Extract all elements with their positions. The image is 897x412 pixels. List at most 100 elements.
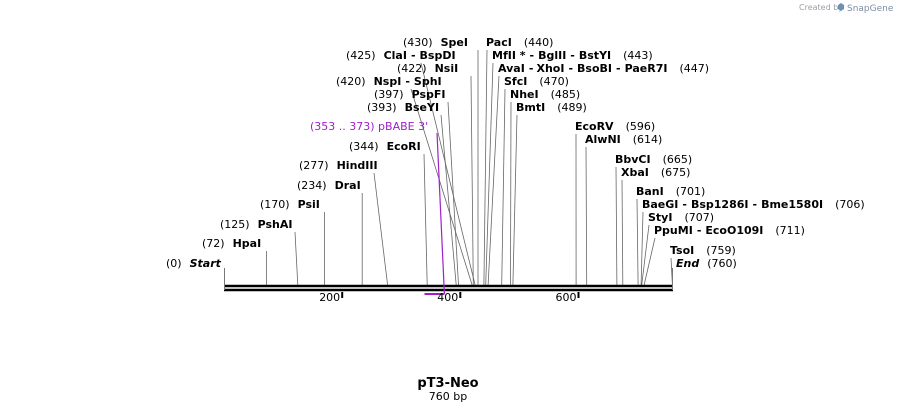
- tick-200: [341, 292, 344, 298]
- site-label-430[interactable]: (430) SpeI: [403, 36, 468, 49]
- site-label-701[interactable]: BanI (701): [636, 185, 705, 198]
- site-label-447[interactable]: AvaI - XhoI - BsoBI - PaeR7I (447): [498, 62, 709, 75]
- site-position: (393): [367, 101, 397, 114]
- end-name: End: [676, 257, 699, 270]
- feature-pbabe3-connector: [436, 132, 445, 295]
- tick-600: [577, 292, 580, 298]
- enzyme-name: NsiI: [435, 62, 459, 75]
- enzyme-name: EcoRV: [575, 120, 614, 133]
- site-label-440[interactable]: PacI (440): [486, 36, 553, 49]
- site-connector-470: [501, 88, 506, 286]
- site-label-125[interactable]: (125) PshAI: [220, 218, 292, 231]
- site-label-706[interactable]: BaeGI - Bsp1286I - Bme1580I (706): [642, 198, 865, 211]
- enzyme-name: DraI: [335, 179, 361, 192]
- site-label-711[interactable]: PpuMI - EcoO109I (711): [654, 224, 805, 237]
- site-connector-711: [643, 237, 656, 286]
- site-connector-701: [636, 198, 639, 286]
- enzyme-name: BseYI: [405, 101, 439, 114]
- enzyme-name: PacI: [486, 36, 512, 49]
- enzyme-name: PaeR7I: [625, 62, 668, 75]
- site-label-72[interactable]: (72) HpaI: [202, 237, 261, 250]
- name-separator: -: [616, 62, 621, 75]
- site-label-707[interactable]: StyI (707): [648, 211, 714, 224]
- name-separator: -: [405, 75, 410, 88]
- created-by-text: Created by: [799, 3, 843, 12]
- site-connector-277: [373, 172, 388, 286]
- site-label-470[interactable]: SfcI (470): [504, 75, 569, 88]
- site-position: (614): [633, 133, 663, 146]
- site-label-665[interactable]: BbvCI (665): [615, 153, 692, 166]
- site-connector-707: [641, 224, 650, 286]
- enzyme-name: AlwNI: [585, 133, 621, 146]
- enzyme-name: Bsp1286I: [691, 198, 749, 211]
- site-connector-440: [483, 49, 488, 286]
- site-label-234[interactable]: (234) DraI: [297, 179, 361, 192]
- site-label-425[interactable]: (425) ClaI - BspDI: [346, 49, 456, 62]
- enzyme-name: HpaI: [233, 237, 262, 250]
- scale-ticks: 200 400 600: [319, 291, 580, 304]
- site-label-489[interactable]: BmtI (489): [516, 101, 587, 114]
- site-position: (665): [663, 153, 693, 166]
- site-position: (422): [397, 62, 427, 75]
- site-position: (711): [775, 224, 805, 237]
- tick-400: [459, 292, 462, 298]
- site-position: (485): [551, 88, 581, 101]
- tick-label-600: 600: [556, 291, 577, 304]
- site-label-759[interactable]: TsoI (759): [670, 244, 736, 257]
- site-label-485[interactable]: NheI (485): [510, 88, 580, 101]
- site-label-675[interactable]: XbaI (675): [621, 166, 690, 179]
- enzyme-name: EcoRI: [387, 140, 421, 153]
- enzyme-name: BsoBI: [577, 62, 612, 75]
- site-position: (675): [661, 166, 691, 179]
- site-position: (72): [202, 237, 225, 250]
- site-label-393[interactable]: (393) BseYI: [367, 101, 439, 114]
- enzyme-name: BmtI: [516, 101, 545, 114]
- site-connector-443: [485, 62, 494, 286]
- site-position: (759): [706, 244, 736, 257]
- enzyme-name: EcoO109I: [705, 224, 763, 237]
- enzyme-name: XbaI: [621, 166, 649, 179]
- site-label-422[interactable]: (422) NsiI: [397, 62, 458, 75]
- site-connector-489: [512, 114, 518, 286]
- enzyme-name: HindIII: [337, 159, 378, 172]
- enzyme-name: StyI: [648, 211, 672, 224]
- feature-pbabe3-label[interactable]: (353 .. 373) pBABE 3': [310, 120, 428, 133]
- enzyme-name: BbvCI: [615, 153, 651, 166]
- site-connector-675: [621, 179, 624, 286]
- site-connector-485: [510, 101, 512, 286]
- site-label-443[interactable]: MfII * - BglII - BstYI (443): [492, 49, 653, 62]
- name-separator: -: [529, 62, 533, 75]
- site-connector-706: [640, 211, 644, 286]
- name-separator: -: [530, 49, 535, 62]
- site-position: (470): [539, 75, 569, 88]
- site-label-397[interactable]: (397) PspFI: [374, 88, 446, 101]
- site-position: (596): [626, 120, 656, 133]
- site-label-170[interactable]: (170) PsiI: [260, 198, 320, 211]
- enzyme-name: Bme1580I: [761, 198, 823, 211]
- start-pos: (0): [166, 257, 182, 270]
- site-label-614[interactable]: AlwNI (614): [585, 133, 662, 146]
- snapgene-brand: SnapGene: [847, 4, 894, 14]
- site-connector-420: [410, 88, 473, 286]
- site-label-596[interactable]: EcoRV (596): [575, 120, 655, 133]
- enzyme-name: PpuMI: [654, 224, 693, 237]
- plasmid-length: 760 bp: [429, 390, 467, 403]
- start-label: (0) Start: [166, 257, 222, 270]
- enzyme-name: BaeGI: [642, 198, 678, 211]
- site-position: (440): [524, 36, 554, 49]
- site-position: (425): [346, 49, 376, 62]
- site-connector-422: [470, 75, 474, 286]
- site-position: (344): [349, 140, 379, 153]
- site-position: (420): [336, 75, 366, 88]
- site-label-277[interactable]: (277) HindIII: [299, 159, 378, 172]
- name-separator: -: [411, 49, 416, 62]
- restriction-site-labels: (72) HpaI (125) PshAI (170) PsiI (234) DraI (277…: [202, 36, 865, 257]
- site-position: (443): [623, 49, 653, 62]
- site-label-344[interactable]: (344) EcoRI: [349, 140, 421, 153]
- site-label-420[interactable]: (420) NspI - SphI: [336, 75, 442, 88]
- site-position: (277): [299, 159, 329, 172]
- end-pos: (760): [707, 257, 737, 270]
- site-position: (170): [260, 198, 290, 211]
- enzyme-name: ClaI: [384, 49, 407, 62]
